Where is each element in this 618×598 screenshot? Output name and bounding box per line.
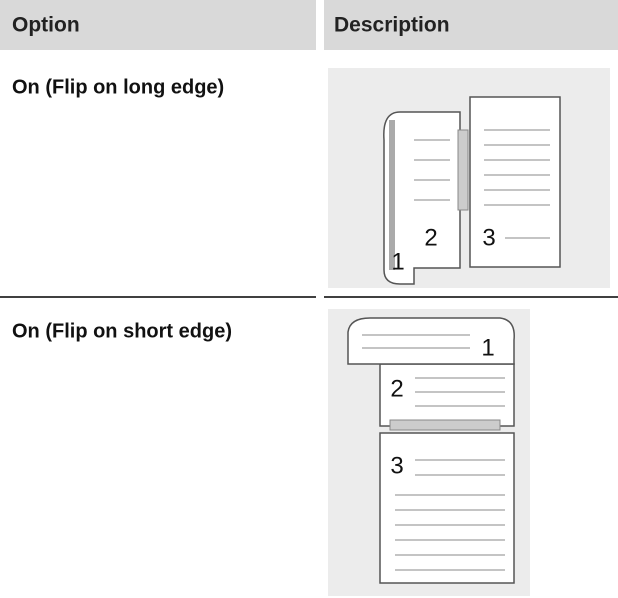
long-edge-figure: 2 3 1 xyxy=(383,96,561,285)
header-cell xyxy=(324,0,618,50)
page-number: 3 xyxy=(482,224,495,251)
page-number: 1 xyxy=(481,334,494,361)
header-text: Option xyxy=(12,14,80,37)
page-number: 2 xyxy=(390,375,403,402)
page-number: 2 xyxy=(424,224,437,251)
short-edge-figure: 1 2 3 xyxy=(347,317,515,584)
option-text: On (Flip on short edge) xyxy=(12,320,232,342)
page-number: 1 xyxy=(391,248,404,275)
header-text: Description xyxy=(334,14,450,37)
page-number: 3 xyxy=(390,452,403,479)
option-text: On (Flip on long edge) xyxy=(12,76,224,98)
figure-bg xyxy=(328,68,610,288)
header-cell xyxy=(0,0,316,50)
